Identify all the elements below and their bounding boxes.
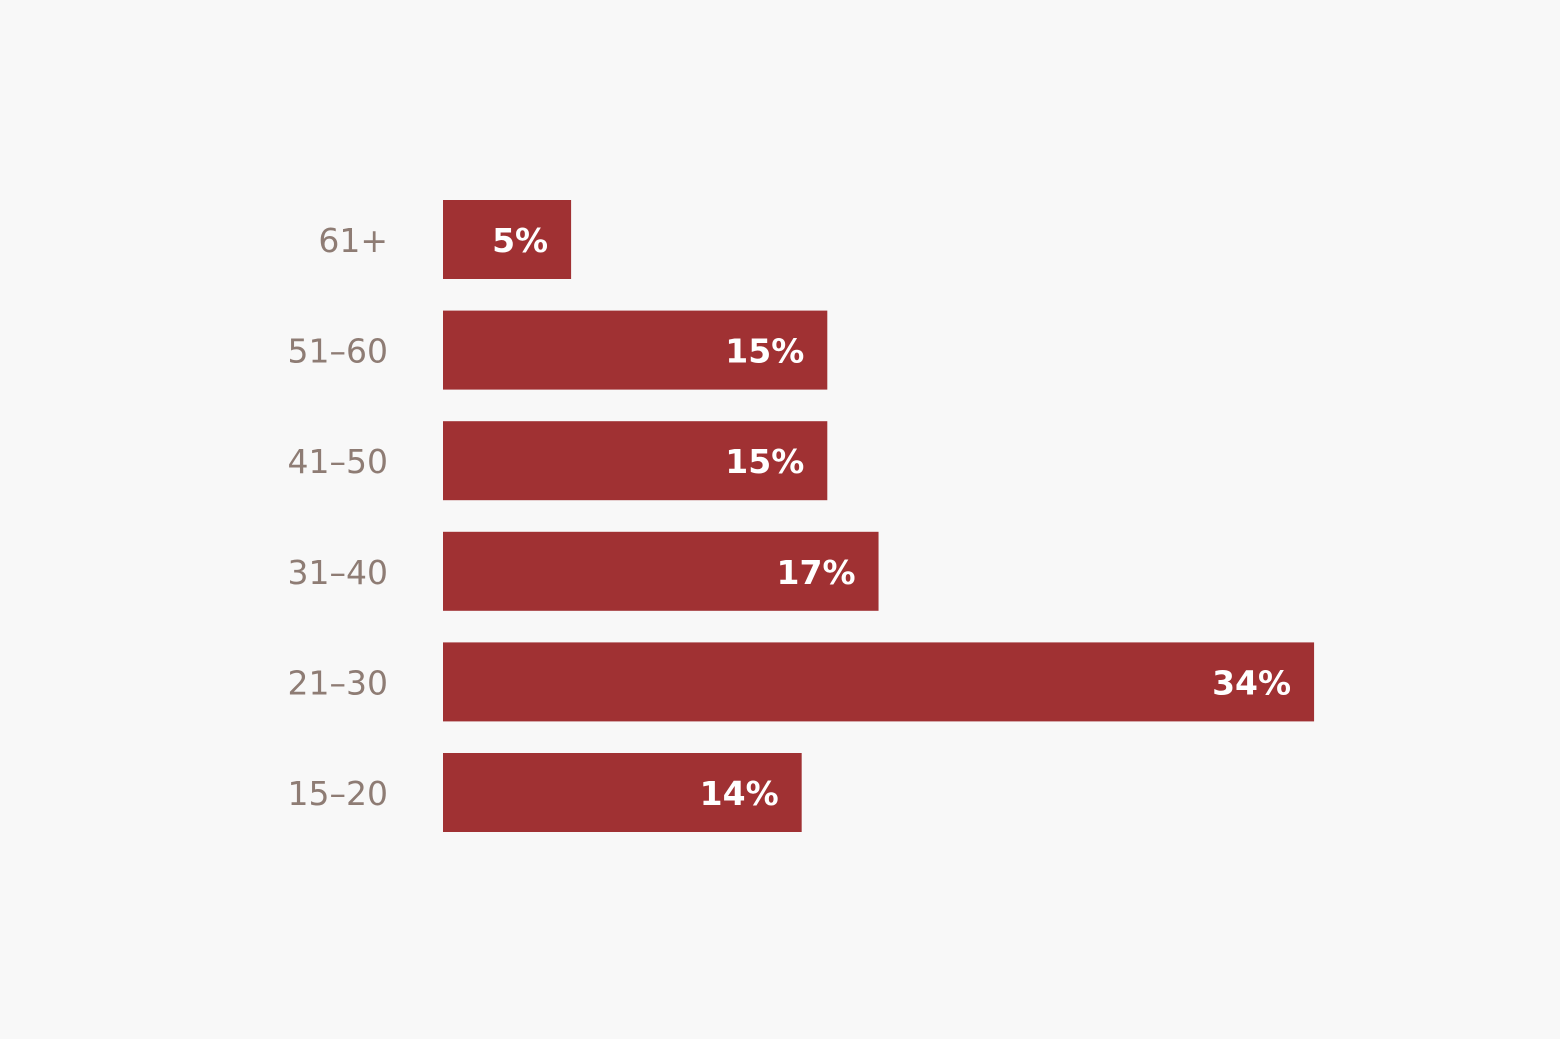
- value-label: 14%: [700, 774, 779, 813]
- bar: [443, 642, 1315, 722]
- value-label: 17%: [777, 553, 856, 592]
- bar: [443, 200, 572, 279]
- category-label: 15–20: [288, 774, 388, 813]
- value-label: 15%: [725, 332, 804, 371]
- bar: [443, 531, 879, 611]
- bar: [443, 753, 802, 832]
- bar: [443, 421, 828, 501]
- category-label: 51–60: [288, 332, 388, 371]
- value-label: 15%: [725, 442, 804, 481]
- bar: [443, 310, 828, 390]
- category-label: 61+: [318, 221, 388, 260]
- category-label: 21–30: [288, 663, 388, 702]
- value-label: 5%: [492, 221, 548, 260]
- category-label: 41–50: [288, 442, 388, 481]
- value-label: 34%: [1212, 663, 1291, 702]
- category-label: 31–40: [288, 553, 388, 592]
